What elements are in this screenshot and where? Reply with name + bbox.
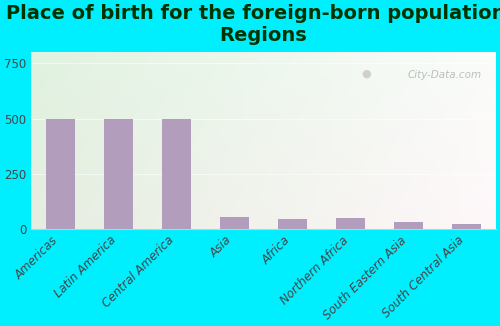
Bar: [394, 222, 423, 229]
Bar: [104, 119, 133, 229]
Bar: [162, 119, 191, 229]
Text: ●: ●: [361, 69, 371, 79]
Bar: [452, 224, 482, 229]
Title: Place of birth for the foreign-born population -
Regions: Place of birth for the foreign-born popu…: [6, 4, 500, 45]
Bar: [278, 219, 307, 229]
Bar: [336, 218, 365, 229]
Bar: [220, 217, 249, 229]
Text: City-Data.com: City-Data.com: [408, 70, 482, 80]
Bar: [46, 119, 75, 229]
